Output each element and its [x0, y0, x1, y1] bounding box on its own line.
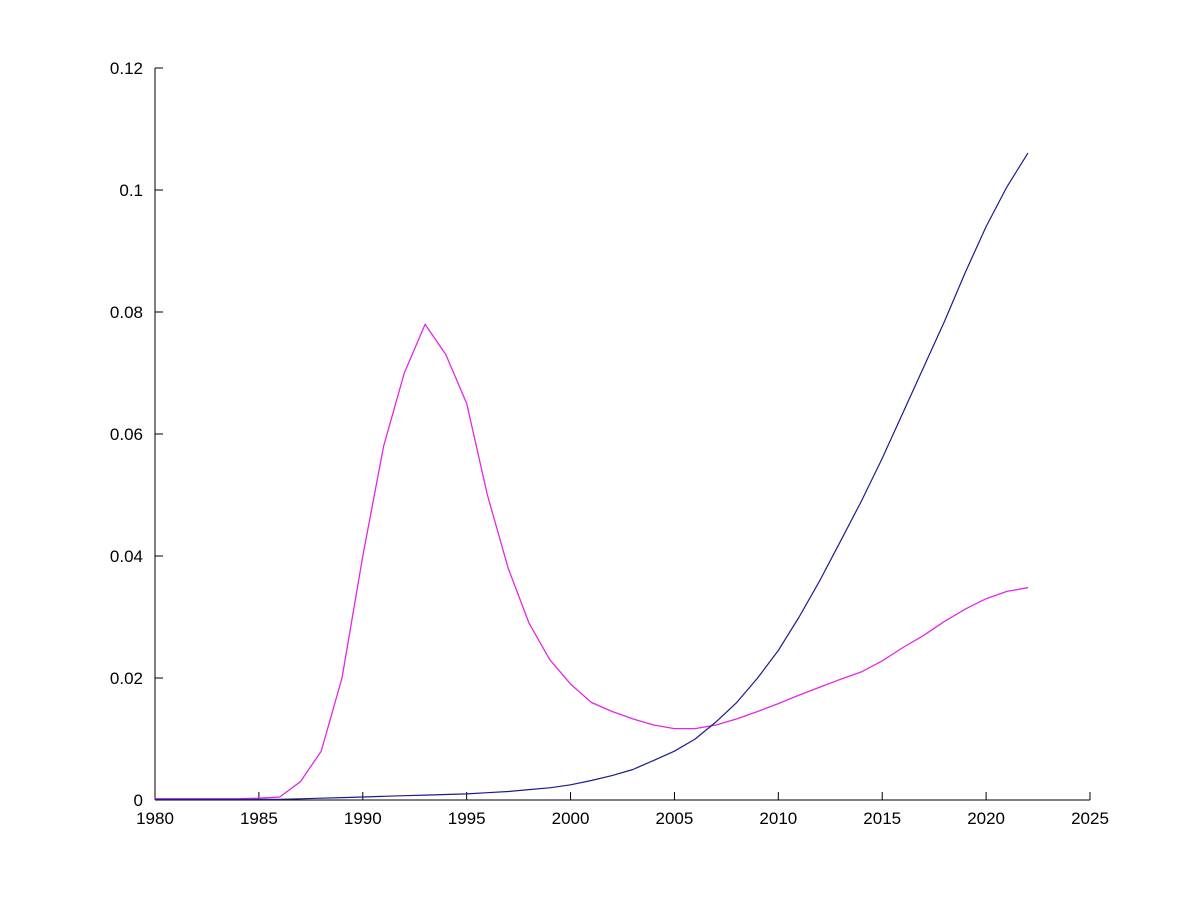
x-tick-label: 2015: [863, 809, 901, 828]
y-tick-label: 0.1: [119, 181, 143, 200]
x-tick-label: 2010: [759, 809, 797, 828]
y-tick-label: 0.04: [110, 547, 143, 566]
x-tick-label: 1990: [344, 809, 382, 828]
x-tick-label: 2000: [552, 809, 590, 828]
y-tick-label: 0: [134, 791, 143, 810]
x-tick-label: 1985: [240, 809, 278, 828]
x-tick-label: 2025: [1071, 809, 1109, 828]
y-tick-label: 0.08: [110, 303, 143, 322]
x-tick-label: 1995: [448, 809, 486, 828]
blue-series-line: [154, 152, 1029, 801]
x-tick-label: 2005: [656, 809, 694, 828]
x-tick-label: 1980: [136, 809, 174, 828]
x-tick-label: 2020: [967, 809, 1005, 828]
y-tick-label: 0.06: [110, 425, 143, 444]
y-tick-label: 0.12: [110, 59, 143, 78]
magenta-series-line: [154, 323, 1029, 800]
y-tick-label: 0.02: [110, 669, 143, 688]
